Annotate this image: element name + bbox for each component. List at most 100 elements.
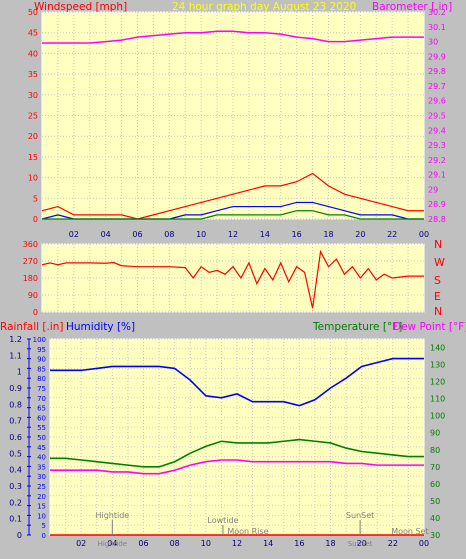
direction-tick-label: 0 — [33, 308, 38, 317]
event-markers: Hightide Lowtide Moon Rise SunSet Moon Set Hi… — [95, 511, 428, 548]
temperature-tick-label: 110 — [430, 395, 445, 404]
humidity-tick-label: 85 — [37, 365, 46, 373]
rainfall-tick-label: 1 — [17, 368, 22, 377]
humidity-tick-label: 95 — [37, 346, 46, 354]
x-tick-label: 18 — [323, 230, 333, 239]
graph-title: 24 hour graph day August 23 2020 — [172, 1, 356, 13]
direction-tick-label: 270 — [23, 257, 38, 266]
barometer-tick-label: 29.8 — [428, 67, 446, 76]
x-tick-label: 00 — [419, 539, 429, 548]
rainfall-tick-label: 0.3 — [9, 482, 22, 491]
barometer-tick-label: 29 — [428, 185, 438, 194]
windspeed-tick-label: 35 — [28, 70, 38, 79]
rainfall-tick-label: 0.1 — [9, 515, 22, 524]
temperature-tick-label: 50 — [430, 497, 440, 506]
x-tick-label: 06 — [132, 230, 142, 239]
humidity-tick-label: 40 — [37, 454, 46, 462]
windspeed-tick-label: 50 — [28, 8, 38, 17]
temperature-title: Temperature [°F] — [312, 321, 402, 333]
humidity-tick-label: 70 — [37, 395, 46, 403]
windspeed-tick-label: 10 — [28, 174, 38, 183]
x-tick-label: 20 — [355, 230, 365, 239]
humidity-tick-label: 100 — [33, 336, 46, 344]
x-tick-label: 08 — [170, 539, 180, 548]
direction-tick-label: 180 — [23, 274, 38, 283]
windspeed-tick-label: 15 — [28, 153, 38, 162]
rainfall-tick-label: 1.2 — [9, 335, 22, 344]
rainfall-tick-label: 0 — [17, 531, 22, 540]
windspeed-line — [41, 172, 424, 220]
windspeed-tick-label: 40 — [28, 49, 38, 58]
x-tick-label: 22 — [388, 539, 398, 548]
x-tick-label: 16 — [294, 539, 304, 548]
x-tick-label: 06 — [138, 539, 148, 548]
dew-point-line — [50, 459, 424, 475]
wind-direction-line — [41, 249, 424, 309]
x-tick-label: 02 — [69, 230, 79, 239]
humidity-line — [50, 357, 424, 407]
direction-label-e: E — [434, 290, 441, 303]
humidity-title: Humidity [%] — [66, 321, 135, 333]
left-axis-title: Windspeed [mph] — [34, 1, 127, 13]
humidity-tick-label: 65 — [37, 405, 46, 413]
x-tick-label: 08 — [164, 230, 174, 239]
humidity-tick-label: 15 — [37, 503, 46, 511]
rainfall-title: Rainfall [.in] — [0, 321, 63, 333]
humidity-tick-label: 60 — [37, 414, 46, 422]
x-tick-label: 04 — [101, 230, 111, 239]
barometer-tick-label: 29.7 — [428, 82, 446, 91]
temperature-tick-label: 70 — [430, 463, 440, 472]
humidity-tick-label: 50 — [37, 434, 46, 442]
barometer-tick-label: 29.3 — [428, 141, 446, 150]
x-tick-label: 02 — [76, 539, 86, 548]
x-tick-label: 14 — [260, 230, 270, 239]
humidity-tick-label: 75 — [37, 385, 46, 393]
temperature-tick-label: 90 — [430, 429, 440, 438]
barometer-tick-label: 29.2 — [428, 156, 446, 165]
humidity-tick-label: 55 — [37, 424, 46, 432]
rainfall-tick-label: 0.9 — [9, 384, 22, 393]
windspeed-tick-label: 20 — [28, 132, 38, 141]
event-label: Moon Rise — [227, 527, 268, 536]
event-label: SunSet — [346, 511, 374, 520]
x-tick-label: 18 — [325, 539, 335, 548]
x-tick-label: 20 — [357, 539, 367, 548]
barometer-tick-label: 30.2 — [428, 8, 446, 17]
humidity-tick-label: 25 — [37, 483, 46, 491]
rainfall-tick-label: 1.1 — [9, 351, 22, 360]
rainfall-tick-label: 0.7 — [9, 417, 22, 426]
x-tick-label: 16 — [292, 230, 302, 239]
event-axis-label: SunSet — [348, 540, 373, 548]
data-series — [41, 30, 424, 536]
barometer-tick-label: 28.9 — [428, 200, 446, 209]
x-tick-label: 12 — [232, 539, 242, 548]
x-tick-label: 14 — [263, 539, 273, 548]
windspeed-tick-label: 5 — [33, 194, 38, 203]
temperature-tick-label: 80 — [430, 446, 440, 455]
humidity-tick-label: 45 — [37, 444, 46, 452]
direction-tick-label: 360 — [23, 240, 38, 249]
rainfall-tick-label: 0.4 — [9, 466, 22, 475]
x-tick-label: 10 — [196, 230, 206, 239]
temperature-tick-label: 30 — [430, 531, 440, 540]
windspeed-tick-label: 45 — [28, 29, 38, 38]
barometer-tick-label: 29.9 — [428, 52, 446, 61]
humidity-tick-label: 20 — [37, 493, 46, 501]
windspeed-tick-label: 0 — [33, 215, 38, 224]
rainfall-tick-label: 0.5 — [9, 449, 22, 458]
temperature-tick-label: 40 — [430, 514, 440, 523]
event-label: Moon Set — [391, 527, 428, 536]
humidity-tick-label: 90 — [37, 356, 46, 364]
humidity-tick-label: 30 — [37, 473, 46, 481]
direction-label-n-bottom: N — [434, 305, 442, 318]
barometer-tick-label: 29.6 — [428, 97, 446, 106]
windspeed-tick-label: 30 — [28, 91, 38, 100]
barometer-line — [42, 30, 424, 44]
barometer-tick-label: 30 — [428, 38, 438, 47]
direction-label-n-top: N — [434, 238, 442, 251]
rainfall-tick-label: 0.6 — [9, 433, 22, 442]
temperature-tick-label: 100 — [430, 412, 445, 421]
x-tick-label: 10 — [201, 539, 211, 548]
x-tick-label: 04 — [107, 539, 117, 548]
